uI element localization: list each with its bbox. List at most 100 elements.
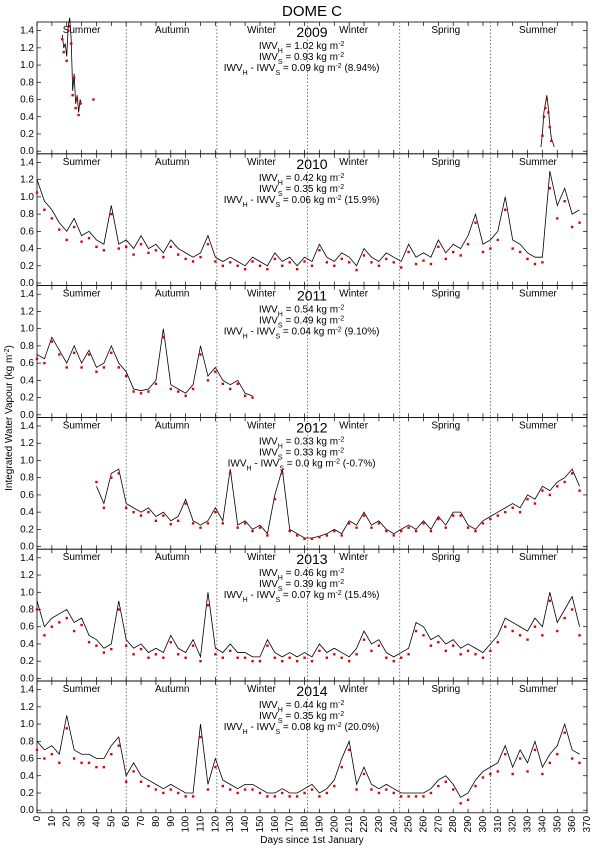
data-point	[229, 472, 232, 475]
data-point	[117, 366, 120, 369]
data-point	[526, 770, 529, 773]
data-point	[221, 656, 225, 659]
data-point	[124, 374, 128, 378]
data-point	[266, 795, 269, 798]
y-tick-label: 0.0	[20, 146, 34, 157]
data-point	[489, 772, 492, 776]
x-tick-label: 0	[32, 815, 43, 821]
data-point	[399, 656, 403, 659]
y-tick-label: 0.4	[20, 112, 34, 123]
data-point	[58, 621, 61, 624]
data-point	[355, 788, 358, 791]
annotation-part: - IWV	[248, 63, 276, 74]
data-point	[35, 748, 39, 752]
season-label: Summer	[63, 684, 101, 695]
data-point	[541, 134, 544, 137]
data-point	[147, 251, 150, 255]
data-point	[399, 795, 403, 798]
data-point	[58, 761, 61, 765]
annotation-part: = 0.54 kg m	[283, 305, 338, 316]
y-tick-label: 0.6	[20, 226, 34, 237]
data-point	[340, 534, 343, 537]
y-tick-label: 1.2	[20, 175, 34, 186]
data-point	[325, 534, 329, 537]
data-point	[333, 784, 336, 788]
annotation: IWVS = 0.93 kg m-2	[259, 52, 344, 66]
data-point	[43, 634, 46, 637]
data-point	[437, 784, 440, 788]
panel-year: 2010	[296, 156, 327, 172]
y-tick-label: 1.4	[20, 421, 34, 432]
y-tick-label: 0.8	[20, 341, 34, 352]
annotation: IWVH - IWVS = 0.07 kg m-2 (15.4%)	[224, 590, 380, 604]
annotation: IWVH = 0.54 kg m-2	[259, 304, 345, 318]
data-point	[206, 603, 210, 607]
annotation-part: H	[278, 575, 283, 582]
data-point	[75, 98, 79, 101]
season-label: Summer	[519, 25, 557, 36]
y-tick-label: 0.4	[20, 639, 34, 650]
annotation-part: = 0.39 kg m	[283, 579, 338, 590]
data-point	[147, 656, 150, 659]
data-point	[147, 390, 150, 393]
data-point	[452, 788, 455, 791]
data-point	[407, 526, 410, 529]
data-point	[545, 98, 549, 101]
data-point	[533, 625, 537, 628]
annotation-part: (15.4%)	[342, 590, 380, 601]
x-tick-label: 250	[404, 815, 415, 832]
annotation-part: S	[279, 465, 284, 472]
data-point	[80, 240, 83, 243]
annotation-part: - IWV	[248, 722, 276, 733]
data-point	[333, 264, 336, 267]
data-point	[362, 254, 366, 257]
data-point	[414, 529, 418, 533]
y-tick-label: 1.0	[20, 192, 34, 203]
data-point	[392, 791, 395, 795]
y-tick-label: 1.0	[20, 60, 34, 71]
season-label: Autumn	[155, 157, 189, 168]
annotation-part: S	[278, 718, 283, 725]
season-label: Autumn	[155, 420, 189, 431]
data-point	[318, 535, 321, 539]
annotation-part: (9.10%)	[342, 327, 380, 338]
data-point	[229, 387, 232, 391]
x-tick-label: 360	[567, 815, 578, 832]
data-point	[214, 260, 217, 263]
data-point	[102, 249, 106, 252]
annotation-part: S	[275, 70, 280, 77]
x-tick-label: 150	[255, 815, 266, 832]
data-point	[147, 784, 150, 788]
data-point	[370, 526, 373, 529]
annotation-part: H	[278, 443, 283, 450]
annotation-part: H	[243, 201, 248, 208]
y-axis-label-part: -2	[4, 348, 11, 354]
y-tick-label: 1.0	[20, 587, 34, 598]
y-tick-label: 0.2	[20, 524, 34, 535]
data-point	[407, 653, 410, 656]
data-point	[511, 629, 514, 633]
data-line	[36, 170, 580, 267]
data-point	[429, 529, 433, 533]
data-point	[74, 106, 77, 110]
data-point	[214, 653, 217, 656]
annotation-part: H	[243, 333, 248, 340]
data-point	[496, 514, 500, 517]
y-tick-label: 0.0	[20, 410, 34, 421]
data-point	[110, 351, 113, 354]
data-point	[61, 38, 64, 41]
annotation-part: = 0.33 kg m	[283, 447, 338, 458]
data-point	[489, 247, 492, 250]
data-point	[526, 638, 529, 641]
annotation-part: IWV	[224, 195, 243, 206]
data-point	[310, 659, 314, 663]
annotation-part: S	[275, 597, 280, 604]
data-point	[422, 795, 425, 798]
data-point	[80, 366, 83, 369]
annotation-part: S	[278, 322, 283, 329]
season-label: Winter	[339, 420, 369, 431]
season-label: Spring	[431, 420, 460, 431]
annotation-part: = 0.35 kg m	[283, 711, 338, 722]
data-point	[474, 221, 477, 224]
annotation-part: (15.9%)	[342, 195, 380, 206]
